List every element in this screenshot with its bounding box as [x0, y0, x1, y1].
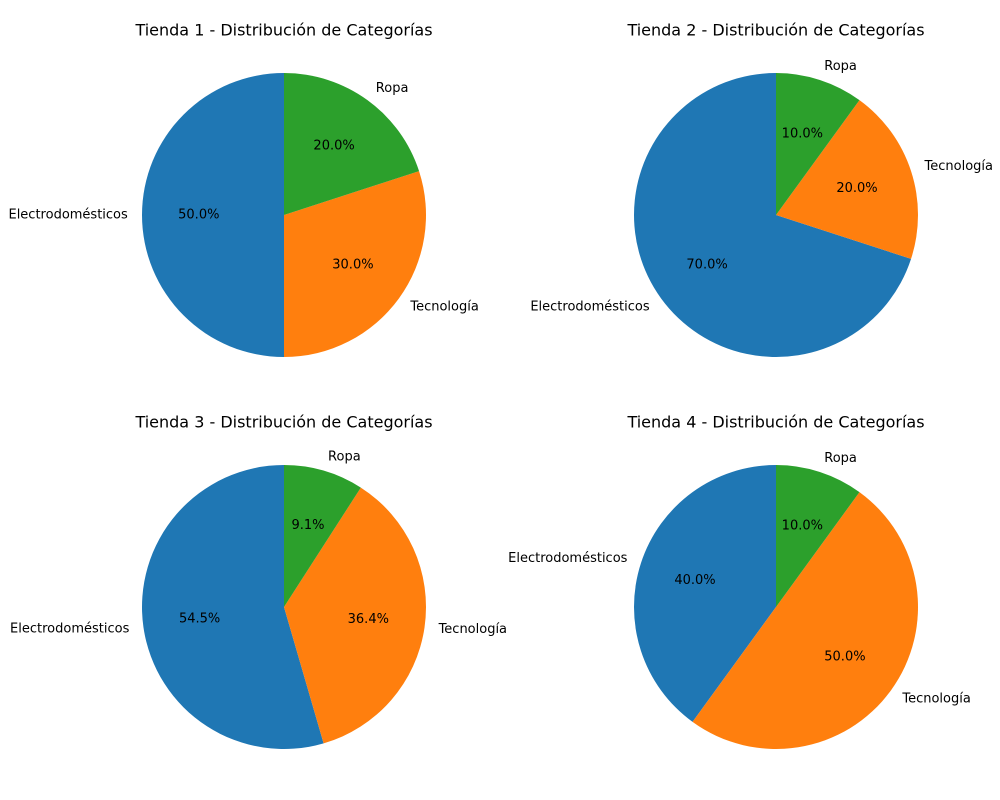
- slice-percent-tecnologia: 20.0%: [836, 181, 877, 196]
- pie-slice-tecnologia: [284, 487, 426, 744]
- pie-slice-tecnologia: [284, 171, 426, 357]
- pie-chart-2: Tienda 2 - Distribución de Categorías Ele…: [530, 21, 993, 357]
- pie-slice-ropa: [776, 73, 860, 215]
- slice-label-electrodomesticos: Electrodomésticos: [8, 208, 128, 223]
- slice-label-tecnologia: Tecnología: [438, 622, 507, 637]
- slice-label-ropa: Ropa: [376, 81, 409, 96]
- slice-percent-electrodomesticos: 40.0%: [674, 573, 715, 588]
- slice-percent-ropa: 10.0%: [782, 518, 823, 533]
- slice-percent-tecnologia: 30.0%: [332, 258, 373, 273]
- chart-title: Tienda 4 - Distribución de Categorías: [626, 413, 924, 432]
- slice-label-tecnologia: Tecnología: [924, 159, 993, 174]
- pie-slice-ropa: [284, 73, 420, 215]
- slice-label-tecnologia: Tecnología: [409, 299, 478, 314]
- pie-slice-ropa: [284, 465, 361, 607]
- slice-label-tecnologia: Tecnología: [901, 691, 970, 706]
- chart-title: Tienda 3 - Distribución de Categorías: [134, 413, 432, 432]
- chart-title: Tienda 2 - Distribución de Categorías: [626, 21, 924, 40]
- pie-slice-ropa: [776, 465, 860, 607]
- chart-title: Tienda 1 - Distribución de Categorías: [134, 21, 432, 40]
- pie-slice-electrodomesticos: [633, 465, 776, 722]
- pie-slice-electrodomesticos: [142, 465, 324, 749]
- pie-chart-1: Tienda 1 - Distribución de Categorías Ele…: [8, 21, 479, 357]
- pie-chart-3: Tienda 3 - Distribución de Categorías Ele…: [10, 413, 507, 749]
- slice-label-electrodomesticos: Electrodomésticos: [10, 622, 130, 637]
- slice-percent-tecnologia: 36.4%: [348, 612, 389, 627]
- slice-percent-electrodomesticos: 54.5%: [179, 612, 220, 627]
- slice-label-ropa: Ropa: [824, 451, 857, 466]
- pie-slice-tecnologia: [776, 100, 919, 259]
- slice-label-electrodomesticos: Electrodomésticos: [508, 551, 628, 566]
- pie-slice-tecnologia: [692, 492, 918, 750]
- pie-slice-electrodomesticos: [142, 73, 284, 357]
- slice-label-ropa: Ropa: [824, 59, 857, 74]
- slice-percent-tecnologia: 50.0%: [824, 650, 865, 665]
- slice-percent-electrodomesticos: 70.0%: [686, 258, 727, 273]
- slice-label-electrodomesticos: Electrodomésticos: [530, 299, 650, 314]
- slice-label-ropa: Ropa: [328, 450, 361, 465]
- slice-percent-electrodomesticos: 50.0%: [178, 208, 219, 223]
- pie-slice-electrodomesticos: [634, 73, 912, 357]
- pie-chart-4: Tienda 4 - Distribución de Categorías Ele…: [508, 413, 971, 750]
- slice-percent-ropa: 10.0%: [782, 126, 823, 141]
- slice-percent-ropa: 9.1%: [292, 518, 325, 533]
- slice-percent-ropa: 20.0%: [313, 139, 354, 154]
